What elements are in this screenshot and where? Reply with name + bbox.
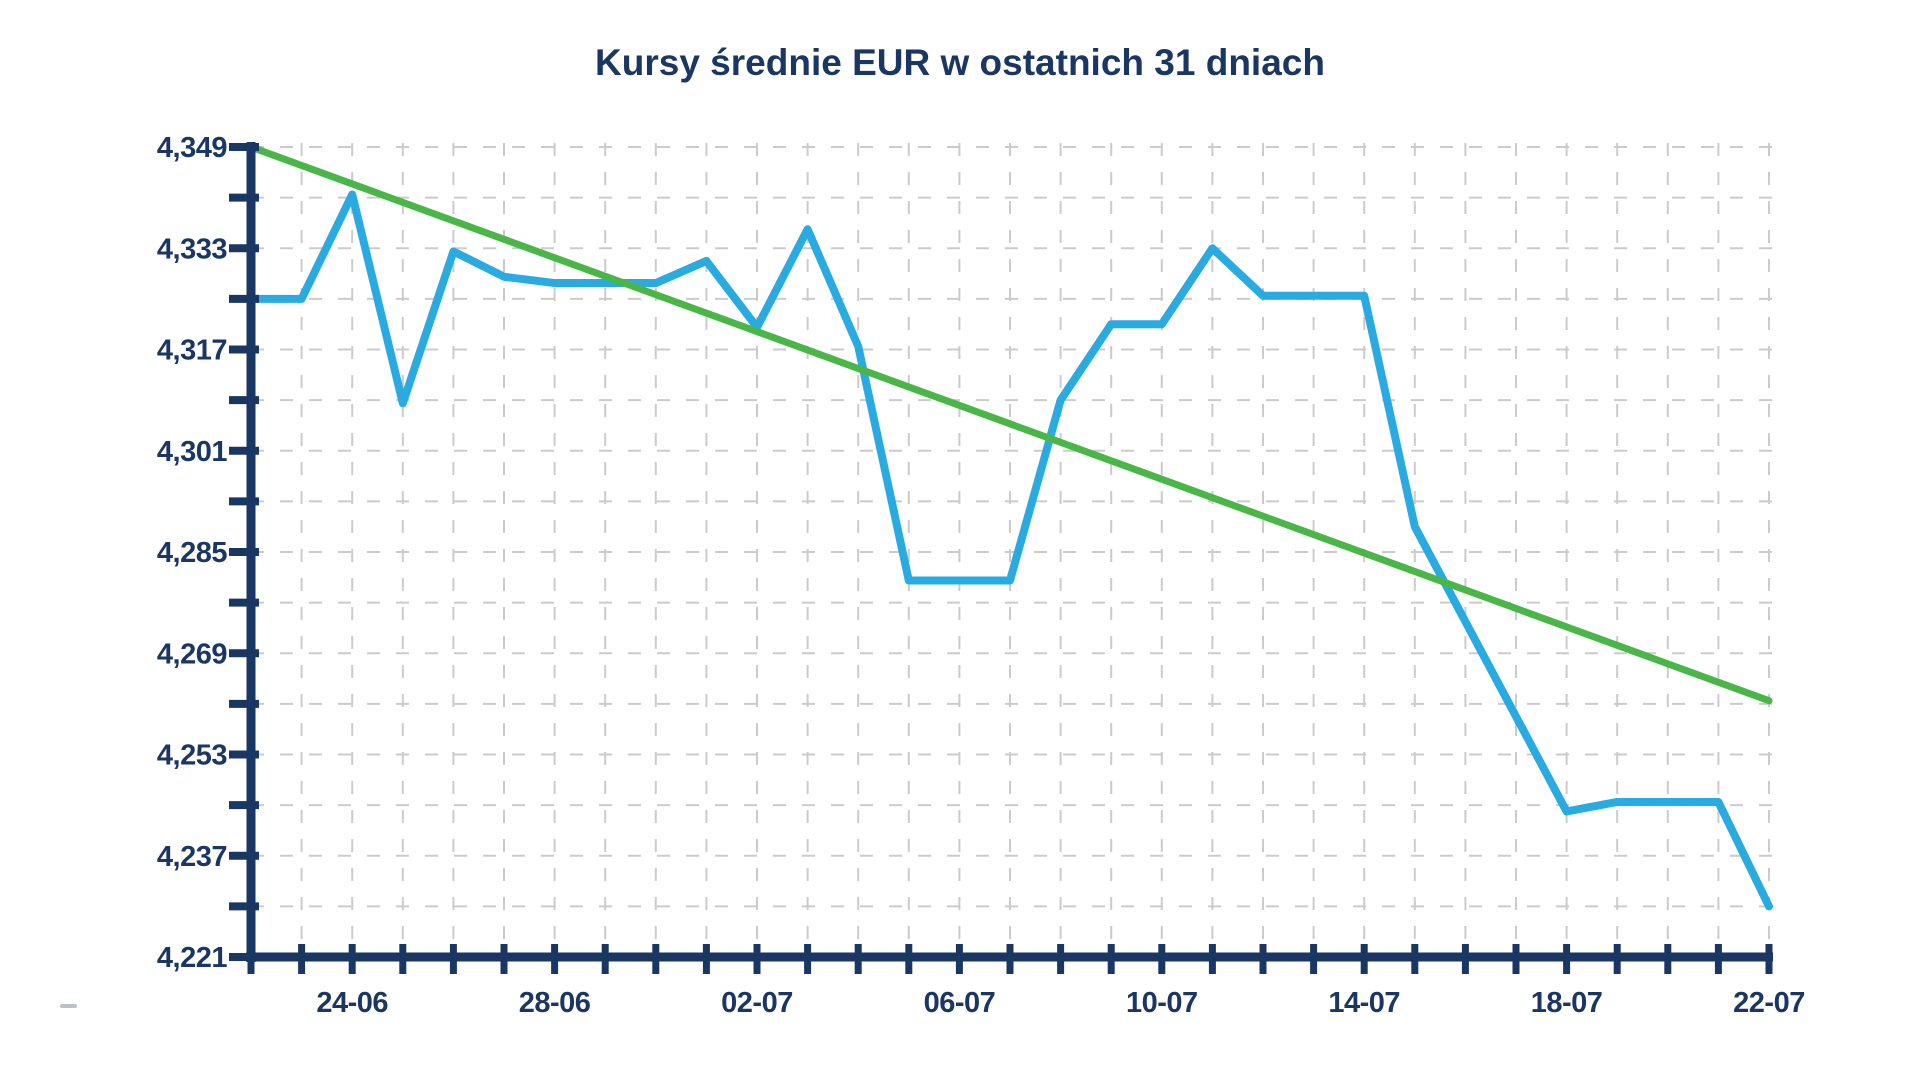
y-tick-label: 4,285 — [157, 537, 227, 569]
chart-title: Kursy średnie EUR w ostatnich 31 dniach — [595, 42, 1325, 83]
y-tick-label: 4,237 — [157, 841, 227, 873]
x-tick-label: 02-07 — [721, 987, 793, 1019]
y-tick-label: 4,317 — [157, 335, 227, 367]
x-tick-label: 18-07 — [1531, 987, 1603, 1019]
rate-line — [247, 190, 1773, 911]
corner-dash — [60, 1004, 77, 1008]
y-tick-label: 4,301 — [157, 436, 227, 468]
y-tick-label: 4,349 — [157, 132, 227, 164]
x-tick-label: 24-06 — [316, 987, 388, 1019]
y-tick-label: 4,333 — [157, 233, 227, 265]
x-tick-label: 28-06 — [519, 987, 591, 1019]
y-tick-label: 4,221 — [157, 942, 227, 974]
trend-line — [247, 143, 1773, 705]
x-tick-label: 22-07 — [1733, 987, 1805, 1019]
x-tick-label: 10-07 — [1126, 987, 1198, 1019]
x-tick-label: 06-07 — [924, 987, 996, 1019]
y-tick-label: 4,253 — [157, 740, 227, 772]
y-tick-label: 4,269 — [157, 638, 227, 670]
x-tick-label: 14-07 — [1328, 987, 1400, 1019]
